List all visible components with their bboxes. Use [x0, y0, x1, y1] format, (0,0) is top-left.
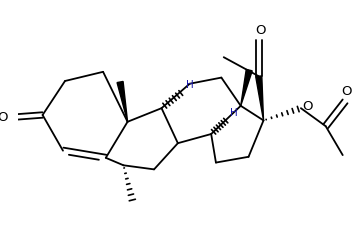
Polygon shape — [241, 70, 252, 106]
Text: O: O — [342, 85, 352, 98]
Text: O: O — [0, 110, 8, 123]
Text: H: H — [230, 107, 238, 117]
Text: H: H — [186, 80, 194, 90]
Text: O: O — [303, 100, 313, 112]
Text: O: O — [255, 24, 266, 37]
Polygon shape — [256, 76, 263, 121]
Polygon shape — [117, 82, 127, 122]
